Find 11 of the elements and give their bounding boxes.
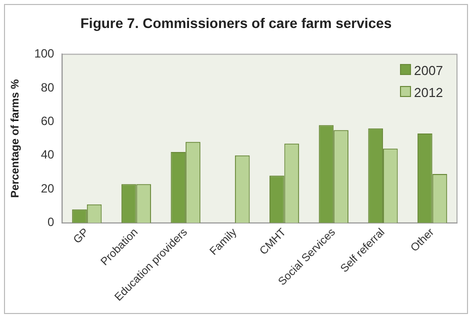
legend-label: 2007: [414, 63, 443, 78]
y-tick-label: 80: [40, 80, 55, 94]
y-tick-label: 60: [40, 114, 55, 128]
y-tick-label: 40: [40, 148, 55, 162]
y-tick-label: 0: [48, 215, 55, 230]
chart-title: Figure 7. Commissioners of care farm services: [79, 15, 393, 31]
y-tick-label: 100: [34, 46, 55, 61]
legend-label: 2012: [414, 85, 443, 100]
y-tick-label: 20: [40, 181, 55, 196]
x-tick-label: GP: [71, 226, 92, 246]
y-axis-title: Percentage of farms %: [10, 79, 22, 198]
